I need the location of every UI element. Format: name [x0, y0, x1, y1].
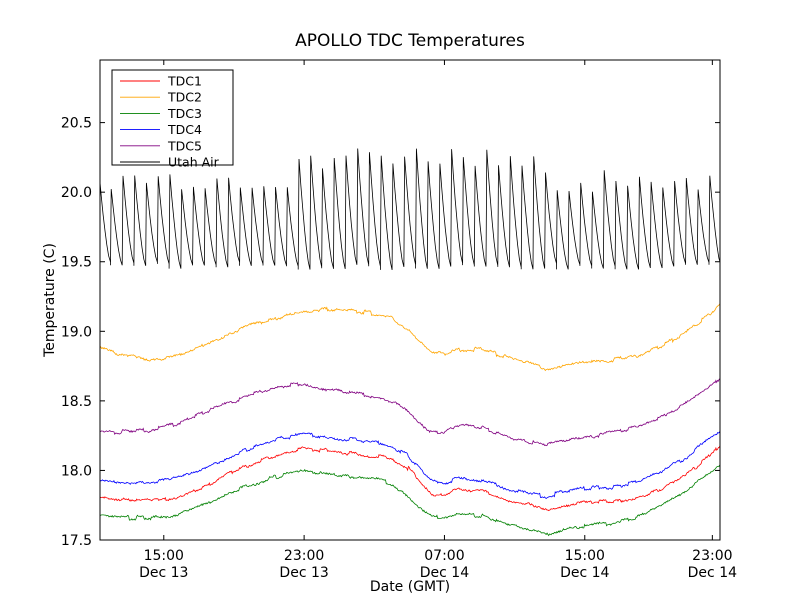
x-tick-label-date: Dec 14 — [420, 565, 469, 581]
plot-area — [100, 148, 720, 537]
x-tick-label-date: Dec 14 — [688, 565, 737, 581]
y-tick-label: 18.5 — [61, 394, 92, 410]
legend-label-tdc5: TDC5 — [167, 138, 202, 153]
x-tick-label-time: 07:00 — [424, 548, 464, 564]
legend-label-utah-air: Utah Air — [168, 155, 220, 170]
x-tick-label-date: Dec 14 — [560, 565, 609, 581]
legend-label-tdc1: TDC1 — [167, 74, 202, 89]
y-axis-label: Temperature (C) — [42, 243, 58, 358]
series-line-tdc2 — [100, 303, 720, 372]
series-line-tdc4 — [100, 430, 720, 499]
axes-frame — [99, 59, 721, 541]
x-axis-label: Date (GMT) — [370, 579, 450, 595]
series-line-tdc3 — [100, 464, 720, 537]
x-tick-label-time: 15:00 — [144, 548, 184, 564]
legend-label-tdc4: TDC4 — [167, 122, 202, 137]
series-line-tdc1 — [100, 445, 720, 512]
chart-title: APOLLO TDC Temperatures — [295, 31, 525, 51]
legend-box — [111, 69, 234, 166]
x-tick-label-time: 23:00 — [692, 548, 732, 564]
y-tick-label: 17.5 — [61, 533, 92, 549]
y-tick-label: 19.0 — [61, 324, 92, 340]
y-tick-label: 19.5 — [61, 255, 92, 271]
x-tick-label-date: Dec 13 — [139, 565, 188, 581]
y-tick-label: 20.5 — [61, 116, 92, 132]
y-tick-label: 18.0 — [61, 463, 92, 479]
x-tick-label-date: Dec 13 — [279, 565, 328, 581]
x-tick-label-time: 23:00 — [284, 548, 324, 564]
series-line-tdc5 — [100, 378, 720, 447]
legend-label-tdc3: TDC3 — [167, 106, 202, 121]
y-tick-label: 20.0 — [61, 185, 92, 201]
series-line-utah-air — [100, 148, 720, 270]
legend-label-tdc2: TDC2 — [167, 90, 202, 105]
x-tick-label-time: 15:00 — [565, 548, 605, 564]
